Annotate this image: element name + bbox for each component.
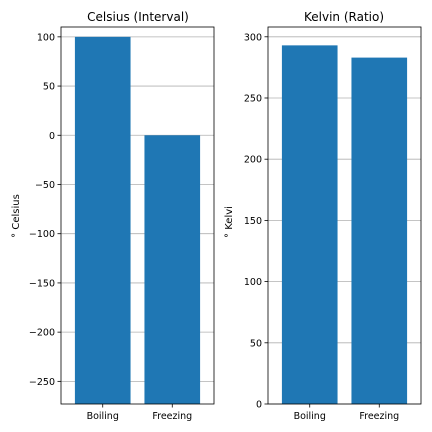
bar-freezing	[144, 135, 201, 404]
y-axis-label: ° Kelvi	[224, 206, 235, 238]
y-tick-label: −250	[29, 377, 55, 388]
y-axis: 0 50 100 150 200 250 300	[244, 32, 268, 411]
chart-title: Celsius (Interval)	[87, 10, 189, 24]
y-tick-label: −200	[29, 328, 55, 339]
y-tick-label: 0	[49, 131, 55, 142]
bars	[74, 36, 201, 404]
celsius-panel: Celsius (Interval) 100 50 0 −50 −100 −150 −200…	[11, 10, 215, 422]
plot-frame	[60, 26, 215, 405]
y-tick-label: −150	[29, 278, 55, 289]
x-tick-label: Freezing	[359, 411, 399, 422]
x-tick-label: Freezing	[152, 411, 192, 422]
y-axis: 100 50 0 −50 −100 −150 −200 −250	[29, 32, 61, 388]
y-tick-label: 50	[43, 82, 55, 93]
bars	[281, 45, 408, 405]
x-axis: Boiling Freezing	[87, 404, 192, 422]
plot-frame	[267, 26, 422, 405]
chart-title: Kelvin (Ratio)	[304, 10, 384, 24]
y-tick-label: 250	[244, 93, 262, 104]
y-tick-label: 150	[244, 216, 262, 227]
bar-boiling	[74, 36, 131, 404]
kelvin-panel: Kelvin (Ratio) 0 50 100 150 200 250 300 Boilin…	[224, 10, 422, 422]
x-tick-label: Boiling	[294, 411, 326, 422]
y-axis-label: ° Celsius	[11, 194, 22, 238]
y-tick-label: 300	[244, 32, 262, 43]
y-tick-label: 50	[250, 338, 262, 349]
x-axis: Boiling Freezing	[294, 404, 399, 422]
y-tick-label: 0	[256, 400, 262, 411]
y-tick-label: −100	[29, 229, 55, 240]
y-tick-label: 100	[244, 277, 262, 288]
y-tick-label: 100	[37, 32, 55, 43]
bar-boiling	[281, 45, 338, 405]
x-tick-label: Boiling	[87, 411, 119, 422]
y-tick-label: 200	[244, 155, 262, 166]
y-tick-label: −50	[35, 180, 55, 191]
bar-freezing	[351, 57, 408, 405]
